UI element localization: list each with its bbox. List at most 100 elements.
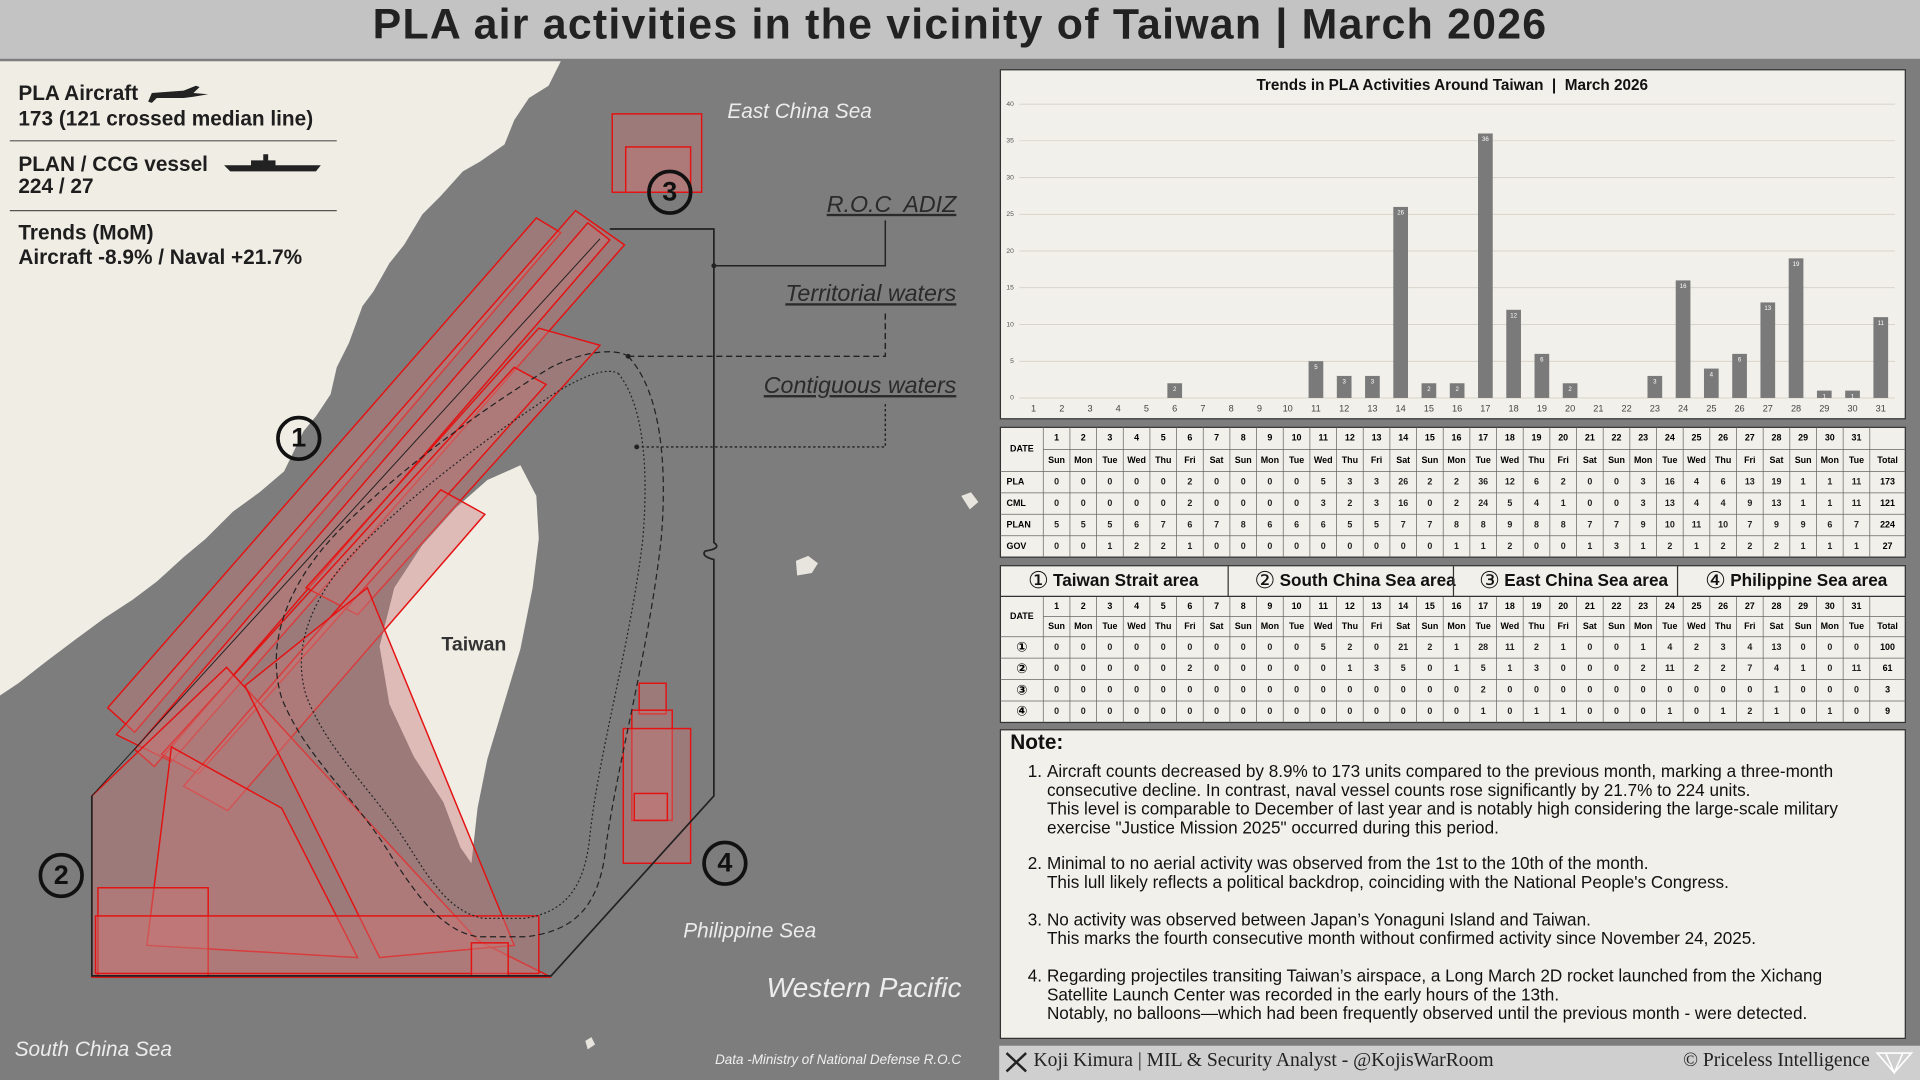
bar-value-label: 5: [1314, 364, 1318, 371]
table-total: 224: [1880, 519, 1895, 529]
table-cell: 0: [1161, 685, 1166, 695]
table-cell: 2: [1694, 642, 1699, 652]
table-weekday: Fri: [1371, 455, 1382, 465]
table-cell: 0: [1801, 642, 1806, 652]
bar-value-label: 3: [1371, 379, 1375, 386]
table-cell: 1: [1641, 642, 1646, 652]
table-day: 3: [1107, 433, 1112, 443]
table-day: 20: [1558, 433, 1568, 443]
table-total-header: Total: [1877, 621, 1898, 631]
y-tick-label: 35: [1006, 138, 1014, 145]
table-weekday: Thu: [1715, 621, 1731, 631]
table-cell: 4: [1667, 642, 1672, 652]
table-cell: 0: [1614, 477, 1619, 487]
table-cell: 0: [1534, 541, 1539, 551]
table-weekday: Mon: [1821, 455, 1839, 465]
table-cell: 1: [1587, 541, 1592, 551]
table-row-label: ①: [1016, 640, 1027, 655]
x-tick-label: 10: [1283, 403, 1293, 413]
table-day: 26: [1718, 433, 1728, 443]
table-cell: 1: [1481, 706, 1486, 716]
table-cell: 0: [1107, 477, 1112, 487]
table-cell: 9: [1641, 519, 1646, 529]
footer-author: Koji Kimura | MIL & Security Analyst - @…: [1033, 1050, 1493, 1071]
table-cell: 8: [1481, 519, 1486, 529]
table-weekday: Fri: [1557, 621, 1568, 631]
table-cell: 9: [1747, 498, 1752, 508]
table-day: 14: [1398, 601, 1408, 611]
table-cell: 3: [1321, 498, 1326, 508]
area-name: East China Sea area: [1504, 570, 1668, 590]
bar-value-label: 3: [1653, 379, 1657, 386]
x-tick-label: 11: [1311, 403, 1321, 413]
table-cell: 1: [1347, 663, 1352, 673]
table-day: 22: [1612, 433, 1622, 443]
table-cell: 1: [1561, 642, 1566, 652]
table-day: 24: [1665, 433, 1675, 443]
table-cell: 1: [1827, 706, 1832, 716]
table-row-label: GOV: [1007, 541, 1027, 551]
table-cell: 1: [1454, 663, 1459, 673]
taiwan-island: [379, 465, 539, 864]
table-cell: 0: [1721, 685, 1726, 695]
table-weekday: Fri: [1371, 621, 1382, 631]
table-cell: 0: [1427, 541, 1432, 551]
bar: [1732, 353, 1747, 398]
bar-value-label: 6: [1540, 357, 1544, 364]
table-day: 1: [1054, 433, 1059, 443]
table-day: 8: [1241, 601, 1246, 611]
table-weekday: Sat: [1396, 455, 1410, 465]
table-total: 100: [1880, 642, 1895, 652]
table-cell: 2: [1747, 541, 1752, 551]
zone: [470, 942, 509, 977]
bar-value-label: 1: [1851, 393, 1855, 400]
table-day: 23: [1638, 601, 1648, 611]
table-cell: 0: [1507, 685, 1512, 695]
table-cell: 24: [1478, 498, 1488, 508]
adiz-line: [90, 228, 718, 977]
note-line: Aircraft counts decreased by 8.9% to 173…: [1047, 761, 1833, 781]
table-day: 9: [1267, 433, 1272, 443]
bar-value-label: 13: [1764, 305, 1771, 312]
note-line: This level is comparable to December of …: [1047, 799, 1838, 819]
table-weekday: Wed: [1501, 455, 1520, 465]
table-day: 18: [1505, 601, 1515, 611]
y-tick-label: 15: [1006, 285, 1014, 292]
table-weekday: Tue: [1476, 621, 1491, 631]
table-day: 11: [1319, 433, 1328, 443]
table-weekday: Sun: [1608, 621, 1625, 631]
note-line: This marks the fourth consecutive month …: [1047, 928, 1756, 948]
table-cell: 0: [1214, 706, 1219, 716]
table-cell: 11: [1852, 498, 1861, 508]
table-weekday: Tue: [1849, 455, 1864, 465]
table-cell: 0: [1081, 477, 1086, 487]
table-weekday: Mon: [1074, 621, 1092, 631]
table-day: 28: [1772, 433, 1782, 443]
table-cell: 11: [1692, 519, 1701, 529]
ship-icon: [224, 154, 321, 172]
vessel-value: 224 / 27: [18, 175, 93, 198]
china-coast: [0, 61, 561, 696]
x-tick-label: 6: [1172, 403, 1177, 413]
table-cell: 0: [1081, 498, 1086, 508]
area-marker: [276, 415, 322, 462]
table-cell: 4: [1721, 498, 1726, 508]
table-cell: 0: [1827, 663, 1832, 673]
x-tick-label: 9: [1257, 403, 1262, 413]
table-weekday: Wed: [1314, 455, 1333, 465]
table-cell: 0: [1374, 706, 1379, 716]
table-cell: 13: [1745, 477, 1755, 487]
note-number: 2.: [1028, 853, 1042, 873]
table-day: 10: [1292, 601, 1302, 611]
table-cell: 0: [1294, 642, 1299, 652]
table-corner: DATE: [1010, 611, 1034, 621]
table-weekday: Thu: [1342, 621, 1358, 631]
brand-logo: [1875, 1052, 1914, 1075]
table-cell: 6: [1321, 519, 1326, 529]
table-cell: 0: [1427, 685, 1432, 695]
table-weekday: Fri: [1184, 455, 1195, 465]
table-cell: 1: [1827, 498, 1832, 508]
table-cell: 6: [1721, 477, 1726, 487]
table-cell: 0: [1401, 706, 1406, 716]
zone: [146, 745, 359, 959]
